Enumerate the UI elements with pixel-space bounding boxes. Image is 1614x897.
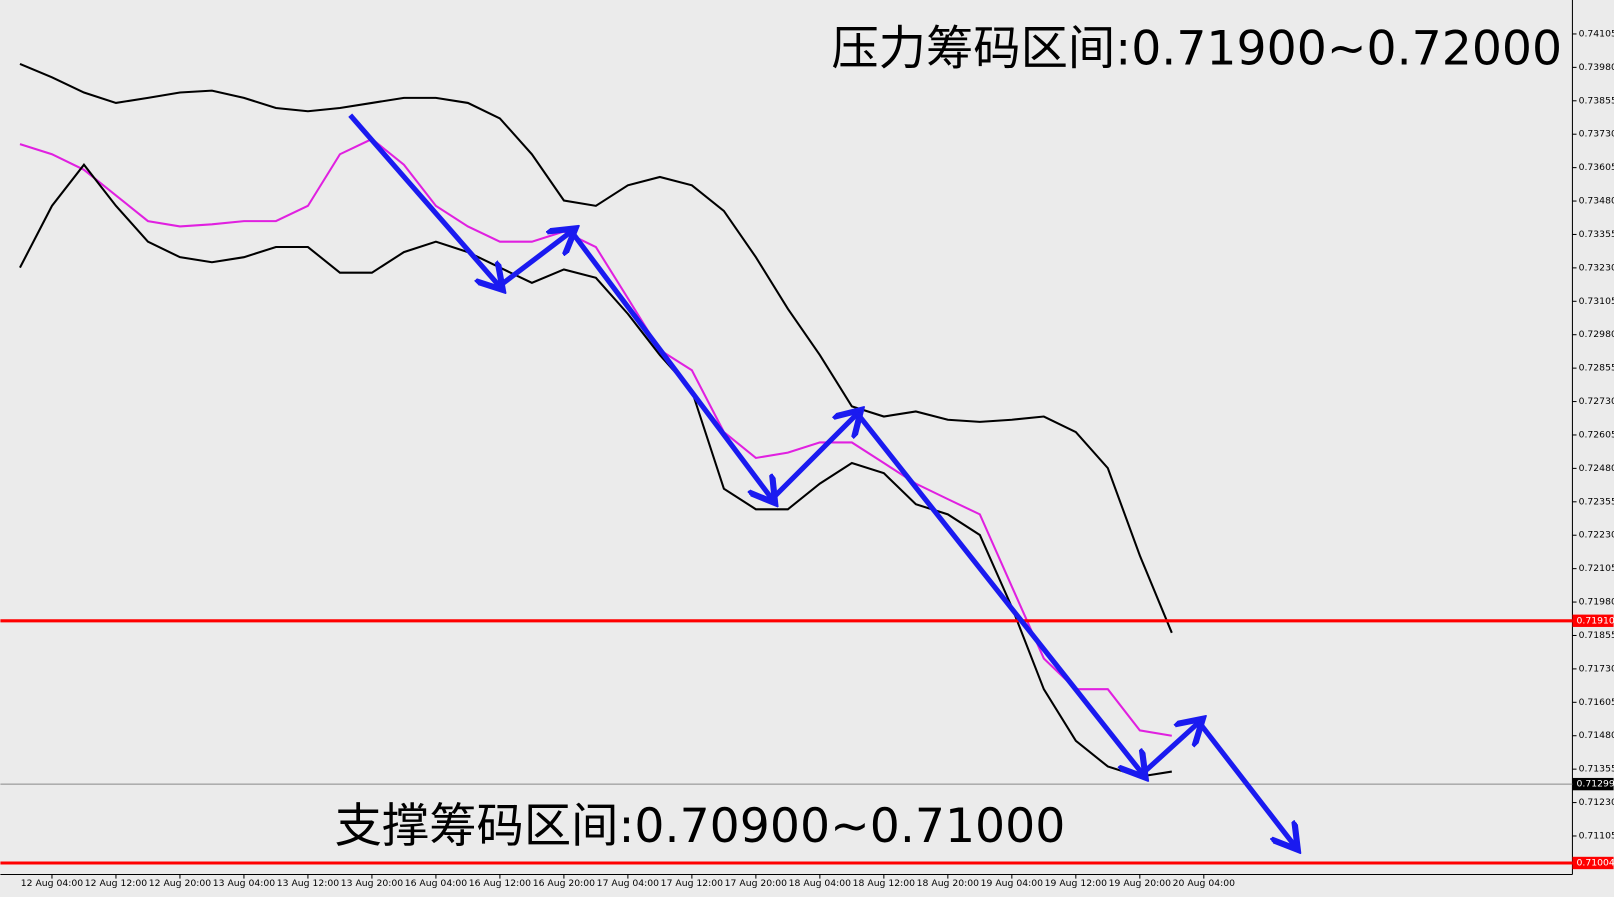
series-line — [19, 137, 1172, 737]
y-tick-label: 0.71355 — [1579, 764, 1614, 775]
y-tick-label: 0.72105 — [1579, 563, 1614, 574]
arrow — [770, 414, 857, 501]
x-tick-label: 18 Aug 04:00 — [789, 878, 851, 889]
x-tick-label: 17 Aug 20:00 — [725, 878, 787, 889]
x-tick-label: 19 Aug 20:00 — [1109, 878, 1171, 889]
x-tick-label: 17 Aug 04:00 — [597, 878, 659, 889]
x-tick-label: 19 Aug 12:00 — [1045, 878, 1107, 889]
price-marker-label: 0.71004 — [1577, 857, 1614, 868]
resistance-annotation: 压力筹码区间:0.71900~0.72000 — [831, 21, 1562, 76]
x-tick-label: 12 Aug 04:00 — [21, 878, 83, 889]
y-tick-label: 0.72355 — [1579, 496, 1614, 507]
y-tick-label: 0.73480 — [1579, 196, 1614, 207]
arrow — [1196, 720, 1295, 845]
y-tick-label: 0.73355 — [1579, 229, 1614, 240]
y-tick-label: 0.71480 — [1579, 730, 1614, 741]
y-tick-label: 0.72855 — [1579, 363, 1614, 374]
x-tick-label: 17 Aug 12:00 — [661, 878, 723, 889]
support-annotation: 支撑筹码区间:0.70900~0.71000 — [335, 799, 1066, 854]
x-tick-label: 12 Aug 20:00 — [149, 878, 211, 889]
arrow — [1140, 722, 1199, 776]
y-tick-label: 0.71855 — [1579, 630, 1614, 641]
price-marker — [1572, 856, 1614, 870]
y-tick-label: 0.72605 — [1579, 429, 1614, 440]
series-line — [19, 163, 1172, 778]
arrow — [348, 113, 499, 286]
series-line — [19, 62, 1173, 634]
trend-arrows — [348, 113, 1295, 845]
x-tick-label: 16 Aug 12:00 — [469, 878, 531, 889]
arrow — [497, 231, 571, 289]
y-tick-label: 0.73730 — [1579, 129, 1614, 140]
y-tick-label: 0.74105 — [1579, 28, 1614, 39]
y-tick-label: 0.71230 — [1579, 797, 1614, 808]
y-tick-label: 0.71105 — [1579, 830, 1614, 841]
x-tick-label: 18 Aug 12:00 — [853, 878, 915, 889]
y-tick-label: 0.71730 — [1579, 663, 1614, 674]
y-tick-label: 0.72980 — [1579, 329, 1614, 340]
y-tick-label: 0.73855 — [1579, 95, 1614, 106]
y-tick-label: 0.73105 — [1579, 296, 1614, 307]
x-tick-label: 13 Aug 12:00 — [277, 878, 339, 889]
x-tick-label: 13 Aug 04:00 — [213, 878, 275, 889]
y-tick-label: 0.73605 — [1579, 162, 1614, 173]
y-tick-label: 0.72480 — [1579, 463, 1614, 474]
price-marker — [1572, 614, 1614, 627]
y-tick-label: 0.72230 — [1579, 530, 1614, 541]
x-tick-label: 13 Aug 20:00 — [341, 878, 403, 889]
y-tick-label: 0.71605 — [1579, 697, 1614, 708]
y-tick-label: 0.73230 — [1579, 262, 1614, 273]
y-tick-label: 0.73980 — [1579, 62, 1614, 73]
x-tick-label: 16 Aug 04:00 — [405, 878, 467, 889]
y-tick-label: 0.71980 — [1579, 597, 1614, 608]
price-marker-label: 0.71299 — [1577, 779, 1614, 790]
x-tick-label: 12 Aug 12:00 — [85, 878, 147, 889]
price-marker — [1572, 777, 1614, 791]
y-tick-label: 0.72730 — [1579, 396, 1614, 407]
arrow — [569, 229, 772, 498]
price-marker-label: 0.71910 — [1577, 615, 1614, 626]
x-tick-label: 19 Aug 04:00 — [981, 878, 1043, 889]
arrow — [855, 411, 1142, 774]
x-tick-label: 18 Aug 20:00 — [917, 878, 979, 889]
x-tick-label: 16 Aug 20:00 — [533, 878, 595, 889]
plot-area — [0, 0, 1572, 874]
x-tick-label: 20 Aug 04:00 — [1173, 878, 1235, 889]
